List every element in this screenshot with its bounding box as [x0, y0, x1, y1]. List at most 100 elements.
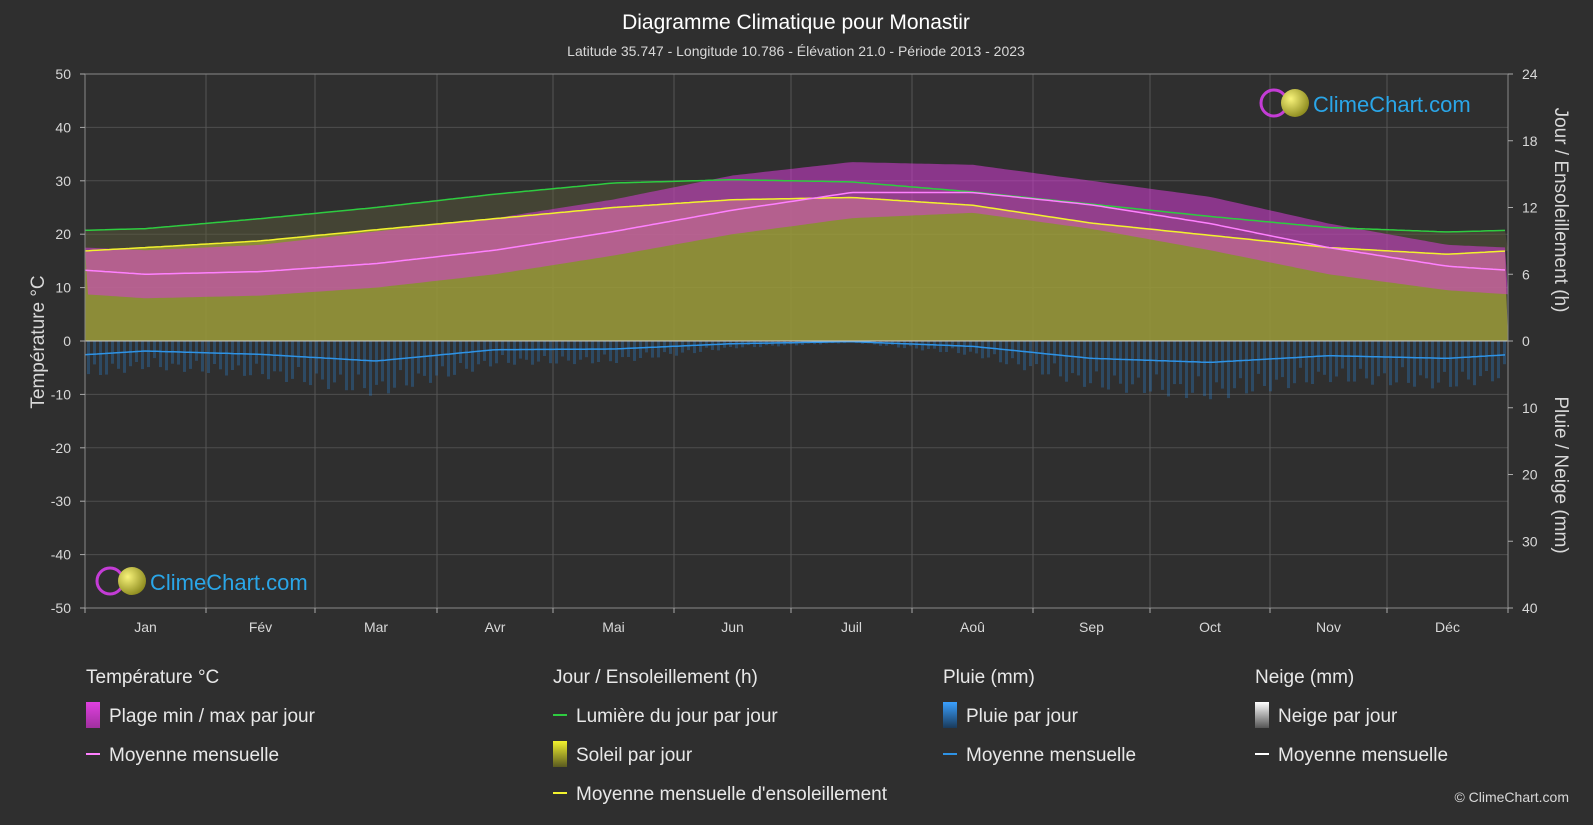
rain-daily-bar [153, 341, 156, 359]
rain-daily-bar [1143, 341, 1146, 393]
rain-daily-bar [993, 341, 996, 355]
rain-daily-bar [1257, 341, 1260, 374]
rain-daily-bar [1365, 341, 1368, 379]
rain-daily-bar [1443, 341, 1446, 372]
rain-daily-bar [1467, 341, 1470, 380]
rain-daily-bar [939, 341, 942, 353]
rain-daily-bar [507, 341, 510, 363]
rain-daily-bar [1251, 341, 1254, 392]
rain-daily-bar [699, 341, 702, 352]
rain-daily-bar [987, 341, 990, 358]
rain-daily-bar [1239, 341, 1242, 379]
rain-daily-bar [1155, 341, 1158, 375]
month-label: Mar [364, 619, 388, 635]
rain-daily-bar [555, 341, 558, 364]
rain-daily-bar [495, 341, 498, 364]
rain-daily-bar [477, 341, 480, 365]
rain-daily-bar [615, 341, 618, 363]
rain-daily-bar [1437, 341, 1440, 383]
rain-daily-bar [219, 341, 222, 370]
rain-daily-bar [963, 341, 966, 355]
month-label: Aoû [960, 619, 985, 635]
rain-daily-bar [1311, 341, 1314, 384]
rain-daily-bar [1227, 341, 1230, 399]
rain-daily-bar [393, 341, 396, 388]
climechart-logo-bottom[interactable]: ClimeChart.com [95, 566, 308, 596]
rain-daily-bar [1089, 341, 1092, 384]
rain-daily-bar [435, 341, 438, 376]
rain-daily-bar [1179, 341, 1182, 385]
left-tick-label: -50 [51, 600, 71, 616]
rain-daily-bar [165, 341, 168, 371]
rain-daily-bar [405, 341, 408, 386]
month-label: Déc [1435, 619, 1460, 635]
left-tick-label: -40 [51, 547, 71, 563]
logo-sun-icon [1281, 89, 1309, 117]
rain-daily-bar [777, 341, 780, 347]
right-tick-label-hours: 24 [1522, 66, 1538, 82]
climechart-logo-top[interactable]: ClimeChart.com [1259, 88, 1471, 118]
rain-daily-bar [1059, 341, 1062, 377]
rain-daily-bar [447, 341, 450, 377]
rain-daily-bar [1461, 341, 1464, 372]
rain-daily-bar [639, 341, 642, 358]
logo-text-top: ClimeChart.com [1313, 92, 1471, 117]
chart-subtitle: Latitude 35.747 - Longitude 10.786 - Élé… [567, 43, 1025, 59]
rain-daily-bar [357, 341, 360, 375]
rain-daily-bar [1017, 341, 1020, 365]
legend: Température °C Plage min / max par jour … [86, 667, 1448, 805]
rain-daily-bar [1371, 341, 1374, 385]
right-tick-label-hours: 18 [1522, 133, 1538, 149]
rain-daily-bar [1323, 341, 1326, 375]
month-label: Nov [1316, 619, 1341, 635]
rain-daily-bar [1083, 341, 1086, 387]
rain-daily-bar [603, 341, 606, 355]
rain-daily-bar [1329, 341, 1332, 383]
rain-daily-bar [261, 341, 264, 375]
legend-swatch-snow [1255, 702, 1269, 728]
rain-daily-bar [1359, 341, 1362, 369]
rain-daily-bar [759, 341, 762, 348]
rain-daily-bar [999, 341, 1002, 363]
month-label: Juil [841, 619, 862, 635]
rain-daily-bar [573, 341, 576, 365]
rain-daily-bar [267, 341, 270, 380]
rain-daily-bar [711, 341, 714, 350]
month-label: Jan [134, 619, 157, 635]
right-tick-label-hours: 0 [1522, 333, 1530, 349]
rain-daily-bar [1077, 341, 1080, 376]
rain-daily-bar [1185, 341, 1188, 398]
rain-daily-bar [183, 341, 186, 372]
rain-daily-bar [441, 341, 444, 367]
rain-daily-bar [177, 341, 180, 365]
rain-daily-bar [1131, 341, 1134, 385]
rain-daily-bar [429, 341, 432, 383]
series-layer [84, 162, 1508, 400]
rain-daily-bar [1497, 341, 1500, 379]
rain-daily-bar [327, 341, 330, 390]
rain-daily-bar [363, 341, 366, 389]
rain-daily-bar [525, 341, 528, 360]
rain-daily-bar [657, 341, 660, 358]
rain-daily-bar [513, 341, 516, 365]
legend-heading-temp: Température °C [86, 667, 219, 688]
rain-daily-bar [1119, 341, 1122, 384]
rain-daily-bar [1047, 341, 1050, 375]
rain-daily-bar [651, 341, 654, 358]
left-tick-label: 0 [63, 333, 71, 349]
rain-daily-bar [471, 341, 474, 372]
rain-daily-bar [375, 341, 378, 385]
rain-daily-bar [597, 341, 600, 362]
right-tick-label-mm: 20 [1522, 467, 1538, 483]
legend-temp-range: Plage min / max par jour [109, 706, 316, 727]
rain-daily-bar [981, 341, 984, 359]
rain-daily-bar [369, 341, 372, 396]
rain-daily-bar [147, 341, 150, 368]
rain-daily-bar [537, 341, 540, 362]
rain-daily-bar [459, 341, 462, 363]
rain-daily-bar [1407, 341, 1410, 383]
rain-daily-bar [123, 341, 126, 373]
daylight-line [84, 178, 1506, 233]
right-axis-title-bottom: Pluie / Neige (mm) [1550, 396, 1571, 553]
